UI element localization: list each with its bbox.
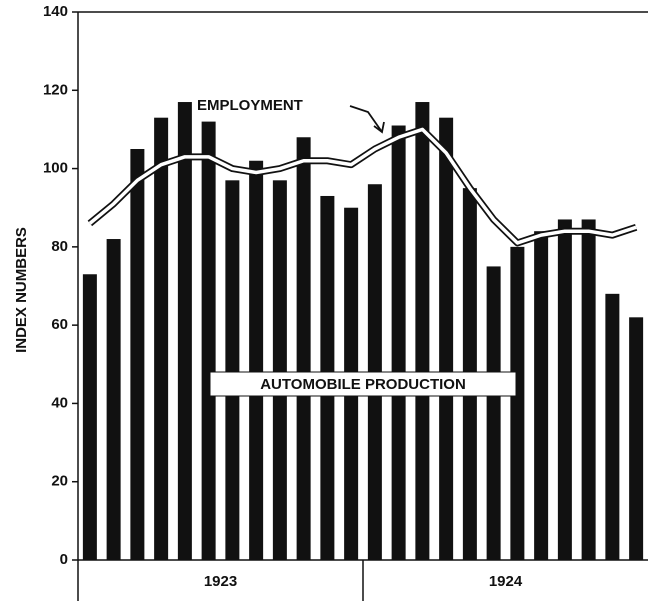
bar (296, 137, 311, 560)
arrow (349, 105, 385, 134)
bar (249, 160, 264, 560)
bar (130, 149, 145, 560)
bar (439, 117, 454, 560)
bar (177, 102, 192, 561)
y-tick-label: 20 (51, 473, 68, 490)
bar (106, 239, 121, 560)
y-tick-label: 140 (43, 3, 68, 20)
series-label: AUTOMOBILE PRODUCTION (260, 376, 466, 393)
bar (391, 125, 406, 560)
bar (154, 117, 169, 560)
bar (82, 274, 97, 560)
y-tick-label: 120 (43, 81, 68, 98)
y-tick-label: 80 (51, 238, 68, 255)
bar (629, 317, 644, 560)
x-group-label: 1923 (204, 573, 237, 590)
bar (272, 180, 287, 561)
bar (534, 231, 549, 560)
y-tick-label: 100 (43, 160, 68, 177)
label-box (209, 371, 517, 397)
bar (581, 219, 596, 560)
x-group-label: 1924 (489, 573, 523, 590)
y-tick-label: 60 (51, 316, 68, 333)
bar (557, 219, 572, 560)
y-axis-label: INDEX NUMBERS (13, 227, 30, 353)
bar (510, 246, 525, 560)
series-label: EMPLOYMENT (197, 97, 303, 114)
line (88, 127, 637, 245)
y-tick-label: 0 (60, 551, 68, 568)
bar (201, 121, 216, 560)
y-tick-label: 40 (51, 394, 68, 411)
line-outline (87, 125, 638, 247)
bar (486, 266, 501, 560)
bar (225, 180, 240, 561)
bar (605, 293, 620, 560)
bar (415, 102, 430, 561)
